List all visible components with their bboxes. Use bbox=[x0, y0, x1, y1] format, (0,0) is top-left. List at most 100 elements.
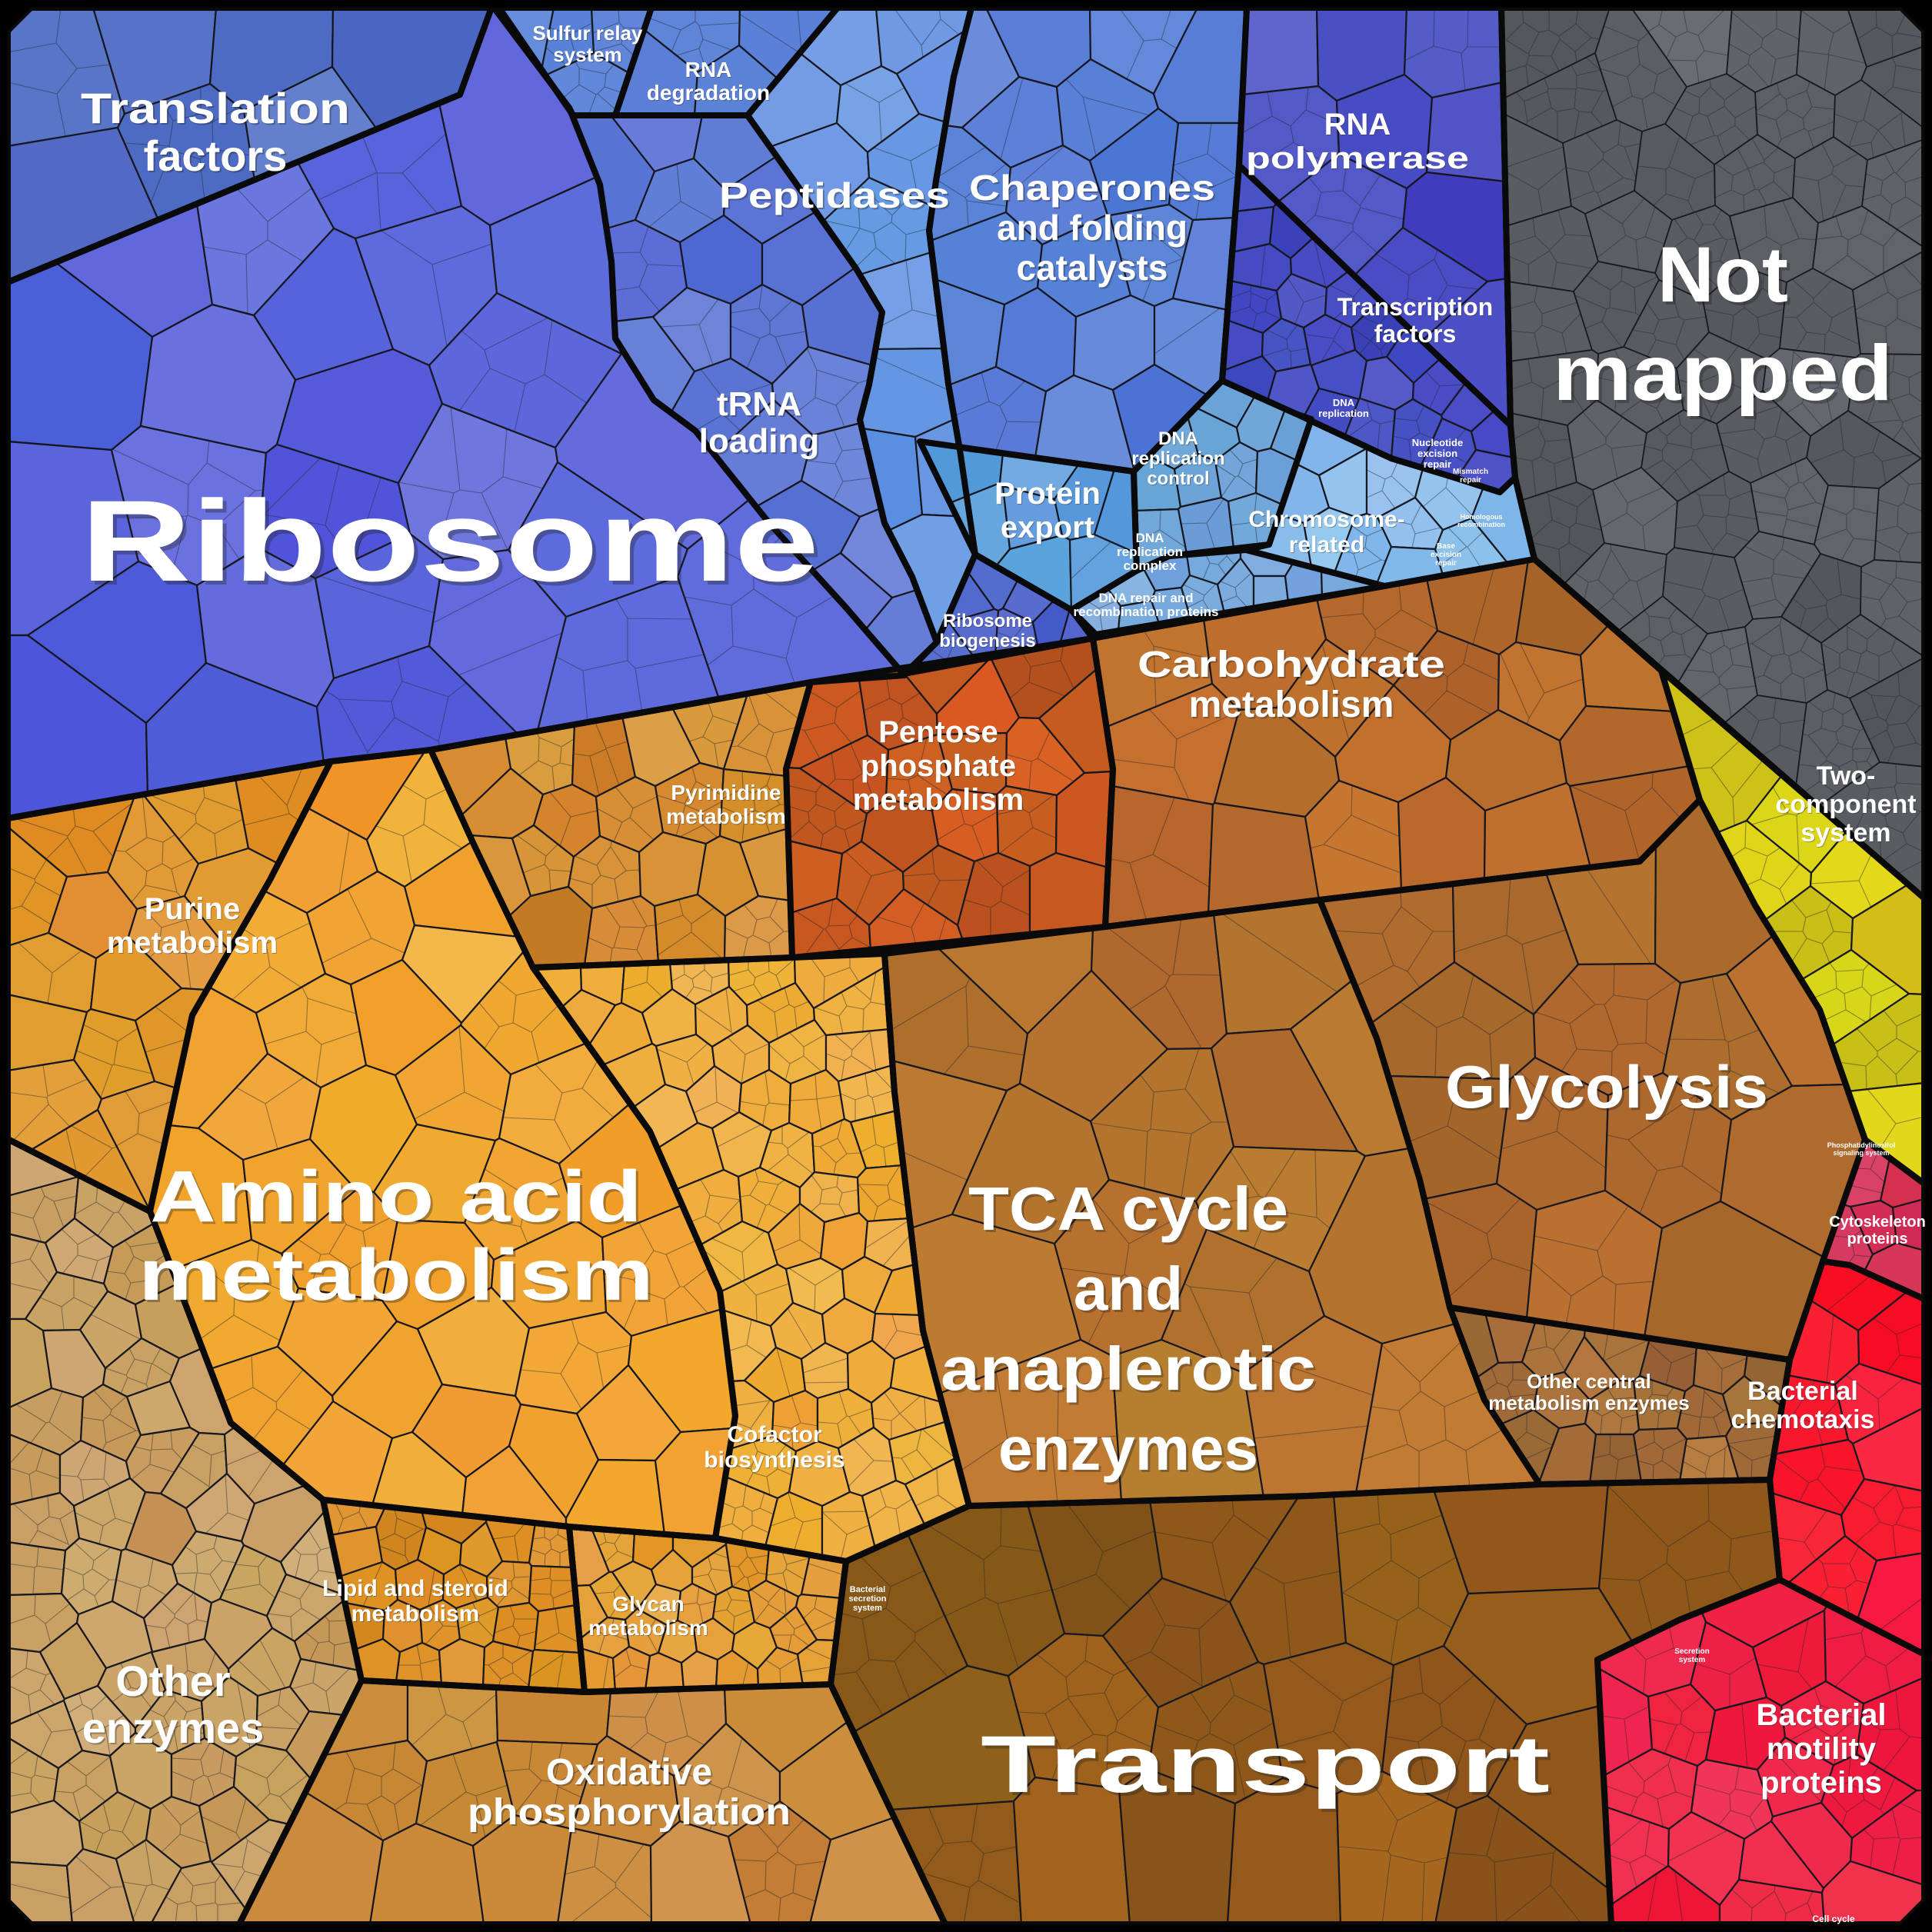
svg-text:and folding: and folding bbox=[997, 208, 1188, 248]
svg-text:system: system bbox=[554, 44, 623, 67]
svg-text:related: related bbox=[1290, 533, 1365, 558]
svg-text:export: export bbox=[1001, 511, 1094, 545]
svg-text:Translation: Translation bbox=[81, 84, 350, 132]
svg-text:Chaperones: Chaperones bbox=[971, 169, 1217, 209]
svg-text:phosphate: phosphate bbox=[861, 750, 1017, 784]
svg-text:system: system bbox=[1800, 818, 1890, 848]
svg-text:metabolism: metabolism bbox=[666, 804, 786, 828]
svg-text:Lipid and steroid: Lipid and steroid bbox=[322, 1576, 508, 1601]
svg-text:chemotaxis: chemotaxis bbox=[1730, 1405, 1874, 1434]
svg-text:polymerase: polymerase bbox=[1246, 142, 1469, 175]
svg-text:Not: Not bbox=[1661, 234, 1791, 321]
svg-text:factors: factors bbox=[1374, 320, 1457, 348]
svg-text:replication: replication bbox=[1318, 408, 1369, 419]
svg-text:Nucleotide: Nucleotide bbox=[1412, 437, 1463, 448]
svg-text:Ribosome: Ribosome bbox=[943, 611, 1032, 631]
svg-text:Ribosome: Ribosome bbox=[81, 476, 819, 605]
svg-text:Glycolysis: Glycolysis bbox=[1447, 1055, 1770, 1123]
svg-text:Transcription: Transcription bbox=[1338, 294, 1494, 321]
svg-text:Not: Not bbox=[1657, 231, 1788, 318]
svg-text:secretion: secretion bbox=[849, 1594, 887, 1604]
svg-text:factors: factors bbox=[144, 132, 288, 180]
svg-text:Bacterial: Bacterial bbox=[1748, 1377, 1859, 1407]
svg-text:Chaperones: Chaperones bbox=[969, 168, 1215, 208]
svg-text:degradation: degradation bbox=[648, 82, 771, 105]
svg-text:system: system bbox=[553, 43, 622, 66]
svg-text:and: and bbox=[1076, 1257, 1185, 1325]
svg-text:and: and bbox=[1074, 1254, 1183, 1323]
svg-text:and folding: and folding bbox=[998, 209, 1189, 249]
svg-text:TCA cycle: TCA cycle bbox=[968, 1174, 1288, 1243]
svg-text:Homologous: Homologous bbox=[1461, 513, 1503, 521]
svg-text:Purine: Purine bbox=[145, 892, 240, 926]
svg-text:Ribosome: Ribosome bbox=[944, 611, 1033, 632]
svg-text:Amino acid: Amino acid bbox=[152, 1158, 645, 1240]
svg-text:proteins: proteins bbox=[1761, 1767, 1883, 1800]
svg-text:excision: excision bbox=[1431, 551, 1461, 559]
svg-text:Transcription: Transcription bbox=[1337, 293, 1494, 321]
svg-text:Protein: Protein bbox=[995, 478, 1101, 511]
svg-text:DNA repair and: DNA repair and bbox=[1098, 591, 1193, 605]
svg-text:biosynthesis: biosynthesis bbox=[705, 1448, 845, 1474]
svg-text:export: export bbox=[1001, 511, 1095, 545]
svg-text:Cofactor: Cofactor bbox=[728, 1423, 823, 1448]
svg-text:DNA: DNA bbox=[1136, 531, 1164, 545]
svg-text:enzymes: enzymes bbox=[84, 1705, 266, 1754]
svg-text:Bacterial: Bacterial bbox=[850, 1585, 885, 1594]
svg-text:Cytoskeleton: Cytoskeleton bbox=[1829, 1214, 1926, 1231]
svg-text:TCA cycle: TCA cycle bbox=[971, 1177, 1291, 1245]
svg-text:RNA: RNA bbox=[686, 58, 733, 82]
svg-text:Sulfur relay: Sulfur relay bbox=[532, 22, 643, 45]
svg-text:Amino acid: Amino acid bbox=[150, 1156, 642, 1237]
svg-text:enzymes: enzymes bbox=[82, 1704, 265, 1752]
svg-text:RNA: RNA bbox=[1325, 108, 1392, 142]
svg-text:phosphate: phosphate bbox=[861, 749, 1016, 783]
svg-text:metabolism: metabolism bbox=[1191, 686, 1396, 727]
svg-text:Secretion: Secretion bbox=[1674, 1647, 1710, 1656]
svg-text:biosynthesis: biosynthesis bbox=[704, 1447, 844, 1473]
svg-text:excision: excision bbox=[1417, 448, 1457, 459]
svg-text:anaplerotic: anaplerotic bbox=[943, 1337, 1318, 1405]
svg-text:Cell cycle: Cell cycle bbox=[1812, 1914, 1855, 1924]
svg-text:metabolism: metabolism bbox=[107, 926, 278, 960]
svg-text:Other central: Other central bbox=[1527, 1370, 1651, 1393]
svg-text:Carbohydrate: Carbohydrate bbox=[1138, 645, 1445, 685]
svg-text:Carbohydrate: Carbohydrate bbox=[1139, 646, 1447, 687]
svg-text:Peptidases: Peptidases bbox=[721, 177, 951, 217]
svg-text:Other: Other bbox=[117, 1658, 232, 1707]
svg-text:loading: loading bbox=[701, 424, 821, 461]
svg-text:metabolism: metabolism bbox=[589, 1617, 709, 1641]
svg-text:factors: factors bbox=[1375, 321, 1457, 348]
svg-text:metabolism: metabolism bbox=[141, 1237, 656, 1318]
svg-text:metabolism enzymes: metabolism enzymes bbox=[1489, 1392, 1690, 1415]
svg-text:metabolism: metabolism bbox=[853, 783, 1024, 817]
svg-text:chemotaxis: chemotaxis bbox=[1731, 1406, 1875, 1435]
svg-text:Cofactor: Cofactor bbox=[727, 1422, 822, 1447]
svg-text:tRNA: tRNA bbox=[717, 385, 801, 423]
svg-text:DNA: DNA bbox=[1158, 428, 1198, 449]
svg-text:Translation: Translation bbox=[82, 85, 351, 134]
svg-text:Two-: Two- bbox=[1817, 762, 1877, 791]
svg-text:Oxidative: Oxidative bbox=[546, 1752, 712, 1793]
svg-text:Oxidative: Oxidative bbox=[548, 1754, 714, 1794]
svg-text:degradation: degradation bbox=[647, 81, 770, 105]
svg-text:Pyrimidine: Pyrimidine bbox=[671, 781, 781, 804]
svg-text:Protein: Protein bbox=[994, 477, 1101, 511]
svg-text:replication: replication bbox=[1131, 448, 1224, 469]
svg-text:Chromosome-: Chromosome- bbox=[1249, 508, 1405, 533]
svg-text:Transport: Transport bbox=[981, 1720, 1550, 1810]
svg-text:replication: replication bbox=[1132, 449, 1225, 470]
svg-text:Other central: Other central bbox=[1527, 1371, 1652, 1394]
svg-text:loading: loading bbox=[699, 422, 819, 460]
svg-text:mapped: mapped bbox=[1556, 332, 1896, 420]
svg-text:phosphorylation: phosphorylation bbox=[468, 1792, 791, 1833]
svg-text:phosphorylation: phosphorylation bbox=[469, 1794, 792, 1834]
svg-text:metabolism enzymes: metabolism enzymes bbox=[1488, 1391, 1690, 1414]
svg-text:Phosphatidylinositol: Phosphatidylinositol bbox=[1827, 1141, 1896, 1149]
svg-text:biogenesis: biogenesis bbox=[940, 631, 1036, 652]
svg-text:control: control bbox=[1147, 468, 1209, 489]
svg-text:motility: motility bbox=[1767, 1732, 1877, 1766]
svg-text:system: system bbox=[1679, 1656, 1706, 1664]
svg-text:replication: replication bbox=[1117, 545, 1183, 559]
svg-text:system: system bbox=[853, 1604, 882, 1613]
